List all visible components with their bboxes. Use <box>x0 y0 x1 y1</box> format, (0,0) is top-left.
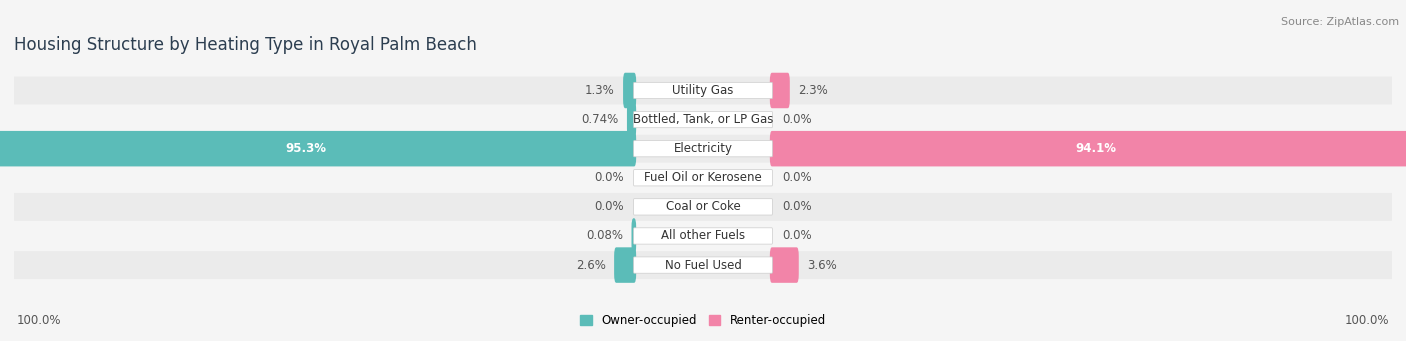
Text: Source: ZipAtlas.com: Source: ZipAtlas.com <box>1281 17 1399 27</box>
FancyBboxPatch shape <box>634 228 772 244</box>
Text: All other Fuels: All other Fuels <box>661 229 745 242</box>
Text: Utility Gas: Utility Gas <box>672 84 734 97</box>
FancyBboxPatch shape <box>14 251 1392 279</box>
Text: Fuel Oil or Kerosene: Fuel Oil or Kerosene <box>644 171 762 184</box>
Text: 0.0%: 0.0% <box>595 201 624 213</box>
FancyBboxPatch shape <box>634 82 772 99</box>
Text: 0.0%: 0.0% <box>782 229 811 242</box>
Text: 95.3%: 95.3% <box>285 142 326 155</box>
Text: 0.0%: 0.0% <box>782 201 811 213</box>
Text: 0.0%: 0.0% <box>782 113 811 126</box>
Text: 0.0%: 0.0% <box>595 171 624 184</box>
Text: 2.6%: 2.6% <box>576 258 606 271</box>
Text: 94.1%: 94.1% <box>1076 142 1116 155</box>
FancyBboxPatch shape <box>14 164 1392 192</box>
FancyBboxPatch shape <box>634 257 772 273</box>
FancyBboxPatch shape <box>770 73 790 108</box>
FancyBboxPatch shape <box>634 199 772 215</box>
FancyBboxPatch shape <box>14 193 1392 221</box>
FancyBboxPatch shape <box>634 140 772 157</box>
FancyBboxPatch shape <box>0 131 636 166</box>
Text: 0.0%: 0.0% <box>782 171 811 184</box>
Text: Housing Structure by Heating Type in Royal Palm Beach: Housing Structure by Heating Type in Roy… <box>14 36 477 54</box>
Text: Electricity: Electricity <box>673 142 733 155</box>
FancyBboxPatch shape <box>614 247 636 283</box>
Legend: Owner-occupied, Renter-occupied: Owner-occupied, Renter-occupied <box>575 309 831 332</box>
FancyBboxPatch shape <box>14 76 1392 104</box>
Text: 2.3%: 2.3% <box>799 84 828 97</box>
FancyBboxPatch shape <box>634 112 772 128</box>
FancyBboxPatch shape <box>14 135 1392 163</box>
Text: Bottled, Tank, or LP Gas: Bottled, Tank, or LP Gas <box>633 113 773 126</box>
FancyBboxPatch shape <box>770 247 799 283</box>
Text: 1.3%: 1.3% <box>585 84 614 97</box>
Text: 3.6%: 3.6% <box>807 258 837 271</box>
Text: Coal or Coke: Coal or Coke <box>665 201 741 213</box>
FancyBboxPatch shape <box>14 222 1392 250</box>
Text: 0.08%: 0.08% <box>586 229 623 242</box>
FancyBboxPatch shape <box>623 73 636 108</box>
Text: 100.0%: 100.0% <box>1344 314 1389 327</box>
FancyBboxPatch shape <box>634 169 772 186</box>
FancyBboxPatch shape <box>627 102 636 137</box>
FancyBboxPatch shape <box>631 218 636 254</box>
Text: 100.0%: 100.0% <box>17 314 62 327</box>
Text: No Fuel Used: No Fuel Used <box>665 258 741 271</box>
FancyBboxPatch shape <box>770 131 1406 166</box>
FancyBboxPatch shape <box>14 106 1392 134</box>
Text: 0.74%: 0.74% <box>582 113 619 126</box>
